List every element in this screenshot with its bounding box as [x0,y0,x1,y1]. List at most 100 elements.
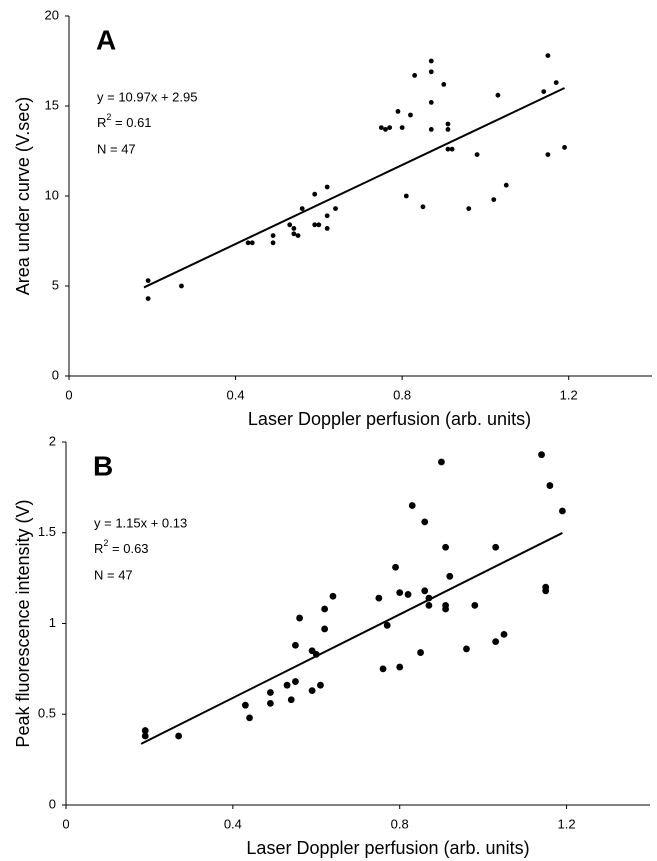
point [392,563,399,571]
r-base: R [94,541,103,556]
point [249,240,255,246]
x-tick-label: 0 [65,387,72,402]
point [270,240,276,246]
point [387,125,393,130]
y-tick-label: 1 [49,615,56,630]
y-tick-label: 0 [52,367,59,382]
point [442,605,449,613]
point [375,594,383,602]
point [553,80,559,85]
point [428,58,434,64]
trendline [143,87,565,289]
point [396,589,404,597]
point [425,601,433,609]
point [321,625,329,633]
point [145,278,151,283]
y-tick-label: 1.5 [38,524,56,539]
point [317,681,324,689]
y-axis-title: Area under curve (V.sec) [13,97,33,295]
point [500,630,508,638]
point [383,126,388,132]
point [466,206,472,212]
point [445,126,451,132]
equation: y = 1.15x + 0.13 [94,515,187,530]
trendline [140,532,563,745]
x-axis-title: Laser Doppler perfusion (arb. units) [246,838,529,858]
point [421,587,429,595]
point [491,197,497,203]
n-label: N = 47 [94,567,133,582]
point [308,687,316,695]
r-tail: = 0.63 [108,541,148,556]
point [287,222,293,228]
point [378,125,384,130]
point [503,182,509,188]
x-tick-label: 0.4 [224,816,242,831]
r-base: R [97,115,106,130]
y-tick-label: 2 [49,433,56,448]
point [179,283,184,289]
point [446,572,454,580]
point [292,678,299,685]
point [299,206,305,212]
point [474,152,480,158]
point [445,121,451,127]
x-axis-title: Laser Doppler perfusion (arb. units) [248,409,531,429]
point [324,226,330,231]
point [321,605,329,613]
point [312,191,318,197]
point [292,641,299,649]
point [562,145,567,150]
r-squared: R2 = 0.63 [94,538,149,556]
point [383,621,391,629]
r-tail: = 0.61 [111,115,151,130]
x-tick-label: 0.4 [227,387,245,402]
point [246,714,253,722]
point [312,222,318,228]
point [312,650,320,658]
point [441,82,447,87]
r-sup: 2 [106,112,111,122]
point [425,594,433,602]
point [270,233,276,239]
x-tick-label: 1.2 [560,387,578,402]
point [541,89,547,94]
point [241,701,249,709]
y-axis-title: Peak fluorescence intensity (V) [13,499,33,747]
point [545,152,551,158]
point [379,665,387,673]
point [141,732,149,740]
point [492,543,500,551]
y-tick-label: 5 [52,277,59,292]
point [291,226,297,231]
point [445,146,451,152]
r-squared: R2 = 0.61 [97,112,152,130]
point [141,727,149,734]
y-tick-label: 0 [49,796,56,811]
point [403,193,409,199]
point [420,204,426,210]
point [442,543,449,551]
y-tick-label: 10 [45,187,59,202]
point [283,681,291,689]
point [545,53,551,58]
point [542,583,550,591]
point [145,296,151,301]
point [492,638,500,646]
point [295,233,301,239]
point [324,184,330,190]
point [404,591,412,598]
point [291,231,297,237]
point [449,146,455,152]
x-tick-label: 0.8 [391,816,409,831]
point [329,592,337,600]
point [421,518,429,526]
point [316,222,322,228]
point [546,482,554,489]
panel-label: A [96,24,116,55]
n-label: N = 47 [97,141,136,156]
point [538,451,545,459]
point [267,699,274,707]
panel-label: B [93,450,113,481]
